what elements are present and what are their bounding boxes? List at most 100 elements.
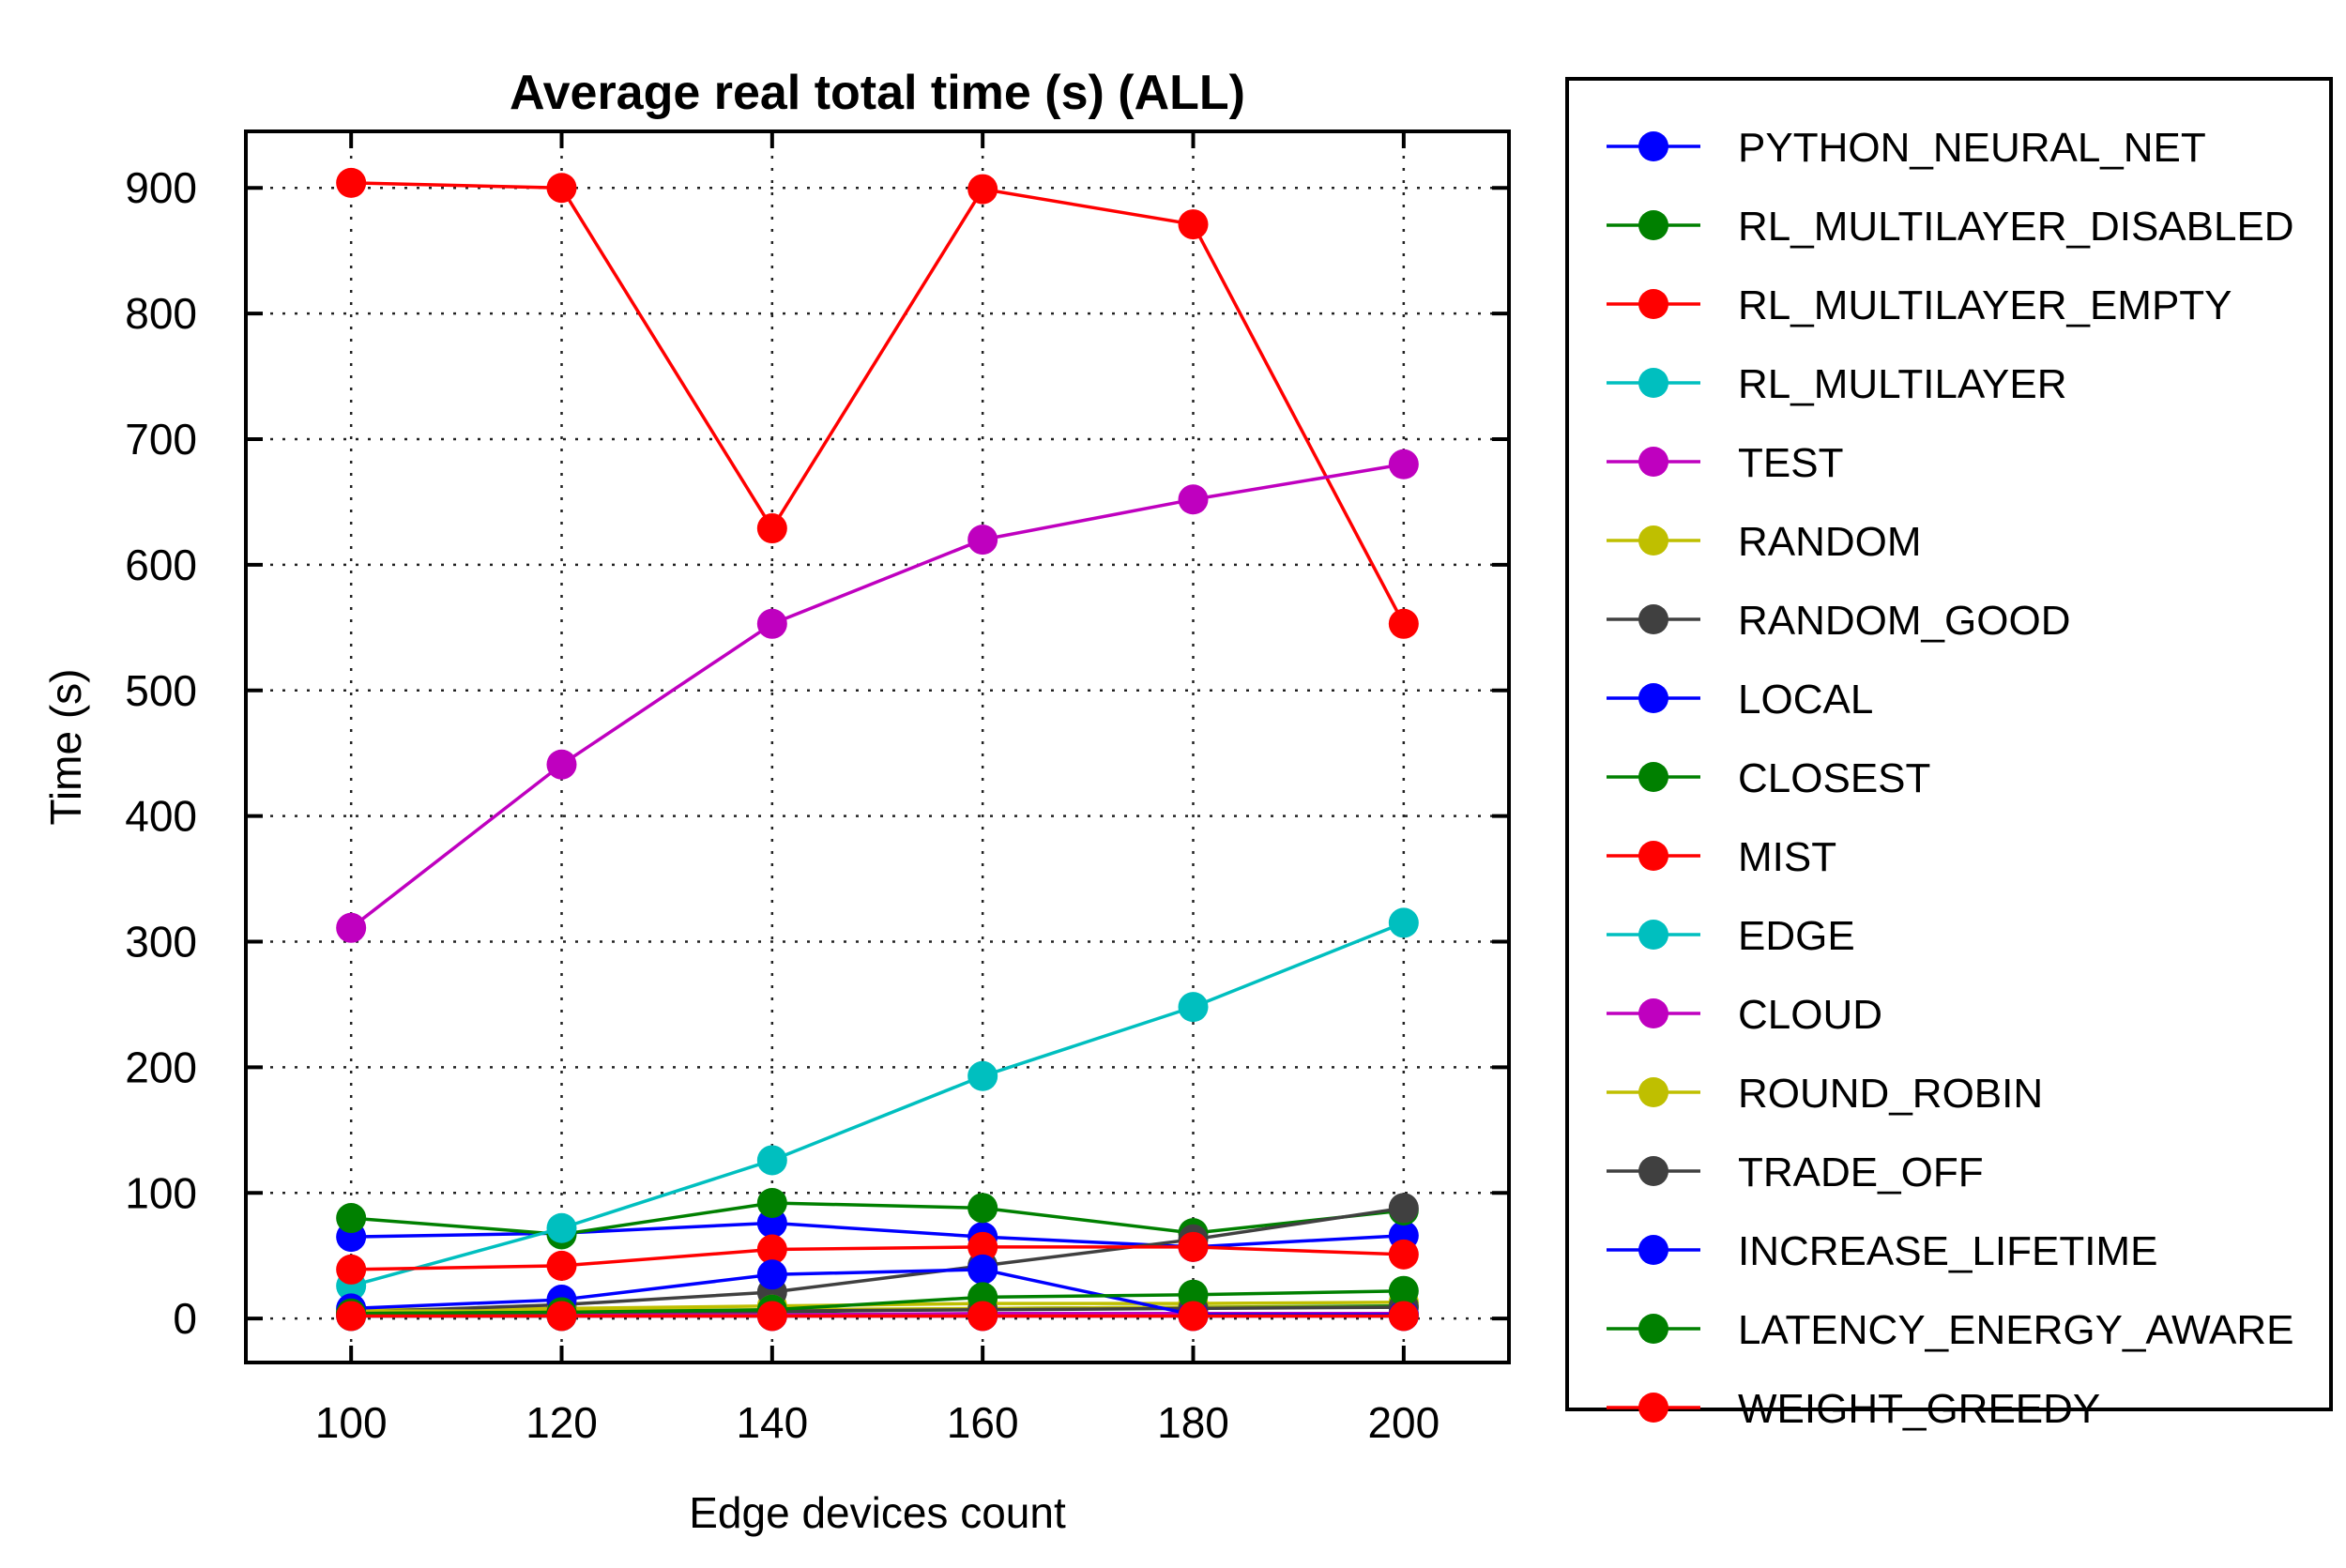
data-point [967, 1254, 998, 1285]
series-line [350, 463, 1405, 930]
legend-item: TEST [1607, 440, 1843, 486]
series-test [336, 449, 1419, 943]
x-tick-label: 180 [1157, 1398, 1229, 1447]
legend-label: CLOSEST [1738, 755, 1930, 801]
data-point [1178, 484, 1209, 515]
data-point [756, 1234, 787, 1265]
series-line [351, 1245, 1404, 1271]
legend-label: PYTHON_NEURAL_NET [1738, 125, 2206, 171]
data-point [1178, 1231, 1209, 1262]
data-point [1388, 1301, 1419, 1332]
legend-label: MIST [1738, 834, 1836, 880]
legend-item: RL_MULTILAYER [1607, 361, 2066, 407]
data-point [756, 1187, 787, 1218]
legend-label: RL_MULTILAYER_DISABLED [1738, 204, 2294, 250]
legend-label: INCREASE_LIFETIME [1738, 1228, 2157, 1274]
data-point [336, 912, 367, 943]
series-rl-multilayer-empty [336, 167, 1419, 639]
data-point [967, 1231, 998, 1262]
legend-marker [1638, 1314, 1668, 1344]
y-tick-label: 700 [125, 415, 197, 464]
data-point [756, 1259, 787, 1290]
legend-marker [1638, 368, 1668, 398]
data-point [1388, 1239, 1419, 1270]
legend-item: INCREASE_LIFETIME [1607, 1228, 2157, 1274]
legend-label: WEIGHT_GREEDY [1738, 1386, 2100, 1432]
legend-label: CLOUD [1738, 992, 1882, 1038]
legend-label: TRADE_OFF [1738, 1149, 1984, 1195]
legend-marker [1638, 683, 1668, 713]
legend-item: CLOSEST [1607, 755, 1930, 801]
data-point [546, 749, 577, 780]
data-point [1178, 1279, 1209, 1310]
y-tick-label: 800 [125, 289, 197, 338]
y-tick-label: 0 [173, 1294, 197, 1343]
x-tick-label: 200 [1367, 1398, 1440, 1447]
legend-marker [1638, 1393, 1668, 1423]
legend-marker [1638, 1077, 1668, 1107]
legend-label: LATENCY_ENERGY_AWARE [1738, 1307, 2294, 1353]
legend-marker [1638, 447, 1668, 477]
series-line [351, 1288, 1404, 1316]
series-layer [336, 167, 1419, 1332]
legend-label: ROUND_ROBIN [1738, 1071, 2043, 1117]
legend-marker [1638, 604, 1668, 634]
x-tick-label: 120 [526, 1398, 598, 1447]
data-point [1388, 449, 1419, 480]
data-point [546, 1301, 577, 1332]
data-point [1388, 1193, 1419, 1224]
data-point [336, 1254, 367, 1285]
x-tick-label: 160 [947, 1398, 1019, 1447]
legend-marker [1638, 131, 1668, 161]
legend-item: RANDOM [1607, 519, 1922, 565]
data-point [546, 1250, 577, 1281]
data-point [1388, 1275, 1419, 1306]
legend-item: MIST [1607, 834, 1836, 880]
legend-item: RL_MULTILAYER_EMPTY [1607, 282, 2232, 328]
legend-marker [1638, 762, 1668, 792]
series-line [351, 1201, 1405, 1237]
legend-marker [1638, 1156, 1668, 1186]
legend-item: WEIGHT_GREEDY [1607, 1386, 2100, 1432]
series-line [351, 1221, 1404, 1249]
legend-label: RL_MULTILAYER_EMPTY [1738, 282, 2232, 328]
data-point [1178, 209, 1209, 240]
data-point [1178, 992, 1209, 1023]
chart-title: Average real total time (s) (ALL) [510, 66, 1245, 120]
y-tick-label: 400 [125, 792, 197, 841]
series-line [350, 921, 1405, 1288]
data-point [756, 608, 787, 639]
y-tick-label: 200 [125, 1043, 197, 1091]
legend-marker [1638, 841, 1668, 871]
legend-marker [1638, 920, 1668, 950]
legend-box [1565, 77, 2333, 1411]
y-tick-label: 600 [125, 540, 197, 589]
data-point [336, 1301, 367, 1332]
legend-marker [1638, 289, 1668, 319]
legend-marker [1638, 210, 1668, 240]
legend-label: TEST [1738, 440, 1843, 486]
legend-label: RL_MULTILAYER [1738, 361, 2066, 407]
y-tick-label: 500 [125, 666, 197, 715]
legend-item: RL_MULTILAYER_DISABLED [1607, 204, 2294, 250]
legend-item: RANDOM_GOOD [1607, 598, 2070, 644]
series-weight-greedy [336, 1301, 1419, 1332]
legend-label: LOCAL [1738, 677, 1873, 723]
data-point [1388, 907, 1419, 938]
data-point [967, 1060, 998, 1091]
data-point [546, 173, 577, 204]
data-point [967, 174, 998, 205]
legend-item: TRADE_OFF [1607, 1149, 1984, 1195]
legend-item: EDGE [1607, 913, 1855, 959]
legend-item: LOCAL [1607, 677, 1873, 723]
data-point [756, 1301, 787, 1332]
series-line [351, 181, 1406, 625]
data-point [336, 1203, 367, 1234]
y-tick-label: 300 [125, 918, 197, 967]
data-point [756, 513, 787, 544]
plot-frame [244, 129, 1511, 1364]
legend-item: ROUND_ROBIN [1607, 1071, 2043, 1117]
legend-label: EDGE [1738, 913, 1855, 959]
